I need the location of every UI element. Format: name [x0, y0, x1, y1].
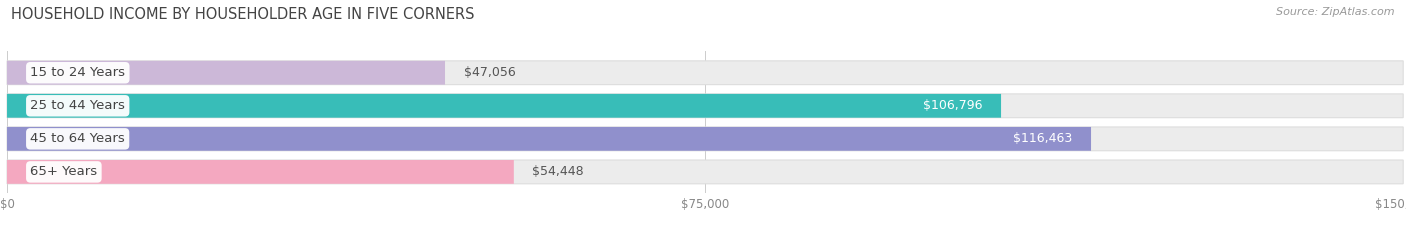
Text: 15 to 24 Years: 15 to 24 Years — [31, 66, 125, 79]
FancyBboxPatch shape — [7, 61, 446, 85]
FancyBboxPatch shape — [7, 127, 1403, 151]
Text: 25 to 44 Years: 25 to 44 Years — [31, 99, 125, 112]
Text: $116,463: $116,463 — [1014, 132, 1073, 145]
FancyBboxPatch shape — [7, 127, 1091, 151]
FancyBboxPatch shape — [7, 94, 1001, 118]
FancyBboxPatch shape — [7, 160, 513, 184]
FancyBboxPatch shape — [7, 61, 1403, 85]
Text: HOUSEHOLD INCOME BY HOUSEHOLDER AGE IN FIVE CORNERS: HOUSEHOLD INCOME BY HOUSEHOLDER AGE IN F… — [11, 7, 475, 22]
Text: $54,448: $54,448 — [533, 165, 583, 178]
Text: 65+ Years: 65+ Years — [31, 165, 97, 178]
FancyBboxPatch shape — [7, 160, 1403, 184]
FancyBboxPatch shape — [7, 94, 1403, 118]
Text: Source: ZipAtlas.com: Source: ZipAtlas.com — [1277, 7, 1395, 17]
Text: 45 to 64 Years: 45 to 64 Years — [31, 132, 125, 145]
Text: $47,056: $47,056 — [464, 66, 516, 79]
Text: $106,796: $106,796 — [922, 99, 983, 112]
